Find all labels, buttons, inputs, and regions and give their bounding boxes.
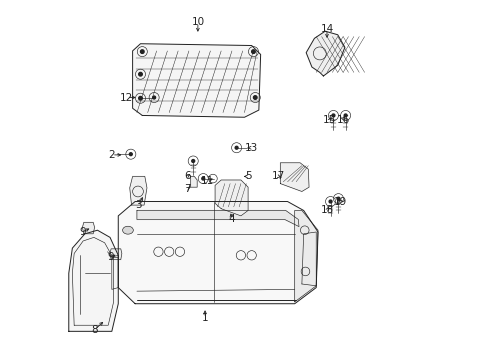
Circle shape — [235, 146, 238, 149]
Text: 19: 19 — [333, 197, 346, 207]
Circle shape — [191, 159, 194, 162]
Circle shape — [152, 96, 155, 99]
Text: 3: 3 — [135, 200, 142, 210]
Text: 8: 8 — [91, 325, 98, 335]
Polygon shape — [137, 211, 298, 226]
Circle shape — [129, 153, 132, 156]
Circle shape — [328, 200, 331, 203]
Circle shape — [251, 50, 255, 53]
Polygon shape — [305, 31, 344, 76]
Text: 15: 15 — [323, 115, 336, 125]
Text: 17: 17 — [271, 171, 285, 181]
Text: 11: 11 — [201, 176, 214, 186]
Polygon shape — [129, 176, 147, 205]
Polygon shape — [280, 163, 308, 192]
Circle shape — [253, 96, 257, 99]
Text: 6: 6 — [183, 171, 190, 181]
Text: 10: 10 — [191, 17, 204, 27]
Polygon shape — [69, 230, 118, 331]
Polygon shape — [112, 255, 118, 289]
Circle shape — [139, 96, 142, 100]
Text: 9: 9 — [79, 227, 85, 237]
Text: 18: 18 — [320, 206, 333, 216]
Text: 1: 1 — [202, 313, 208, 323]
Circle shape — [336, 197, 339, 200]
Text: 5: 5 — [244, 171, 251, 181]
Text: 13: 13 — [244, 143, 258, 153]
Text: 7: 7 — [183, 184, 190, 194]
Polygon shape — [82, 222, 94, 234]
Polygon shape — [132, 44, 260, 117]
Polygon shape — [294, 211, 317, 302]
Polygon shape — [190, 176, 197, 187]
Circle shape — [344, 114, 346, 117]
Text: 14: 14 — [320, 24, 333, 35]
Text: 9: 9 — [107, 252, 114, 262]
Text: 4: 4 — [228, 215, 235, 224]
Polygon shape — [110, 249, 122, 260]
Polygon shape — [118, 202, 317, 304]
Circle shape — [140, 50, 144, 53]
Polygon shape — [301, 232, 316, 286]
Circle shape — [139, 72, 142, 76]
Circle shape — [331, 114, 334, 117]
Polygon shape — [215, 180, 247, 216]
Circle shape — [202, 177, 204, 180]
Text: 16: 16 — [336, 115, 349, 125]
Text: 12: 12 — [120, 93, 133, 103]
Ellipse shape — [122, 226, 133, 234]
Text: 2: 2 — [108, 150, 115, 160]
